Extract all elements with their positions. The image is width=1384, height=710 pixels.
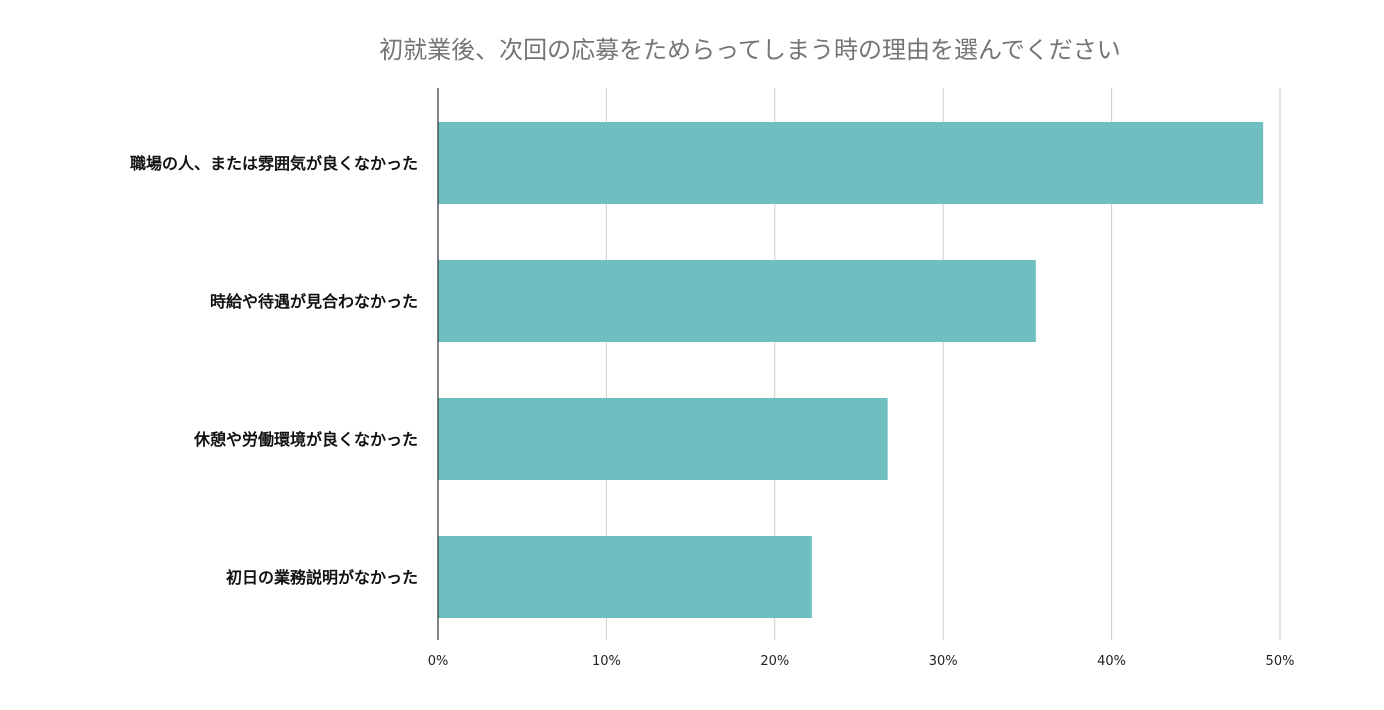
x-tick-label: 0% xyxy=(428,654,449,669)
bar xyxy=(438,122,1264,204)
x-tick-label: 20% xyxy=(760,654,789,669)
bar xyxy=(438,398,888,480)
x-tick-label: 30% xyxy=(929,654,958,669)
category-label: 休憩や労働環境が良くなかった xyxy=(193,430,418,449)
bar xyxy=(438,260,1036,342)
x-tick-label: 40% xyxy=(1097,654,1126,669)
bar xyxy=(438,536,812,618)
bars xyxy=(438,122,1264,618)
category-labels: 職場の人、または雰囲気が良くなかった時給や待遇が見合わなかった休憩や労働環境が良… xyxy=(130,154,418,587)
x-tick-label: 50% xyxy=(1266,654,1295,669)
category-label: 職場の人、または雰囲気が良くなかった xyxy=(130,154,418,173)
chart-title: 初就業後、次回の応募をためらってしまう時の理由を選んでください xyxy=(379,36,1121,64)
category-label: 初日の業務説明がなかった xyxy=(226,568,418,587)
category-label: 時給や待遇が見合わなかった xyxy=(210,292,418,311)
x-tick-labels: 0% 10% 20% 30% 40% 50% xyxy=(428,654,1295,669)
x-tick-label: 10% xyxy=(592,654,621,669)
